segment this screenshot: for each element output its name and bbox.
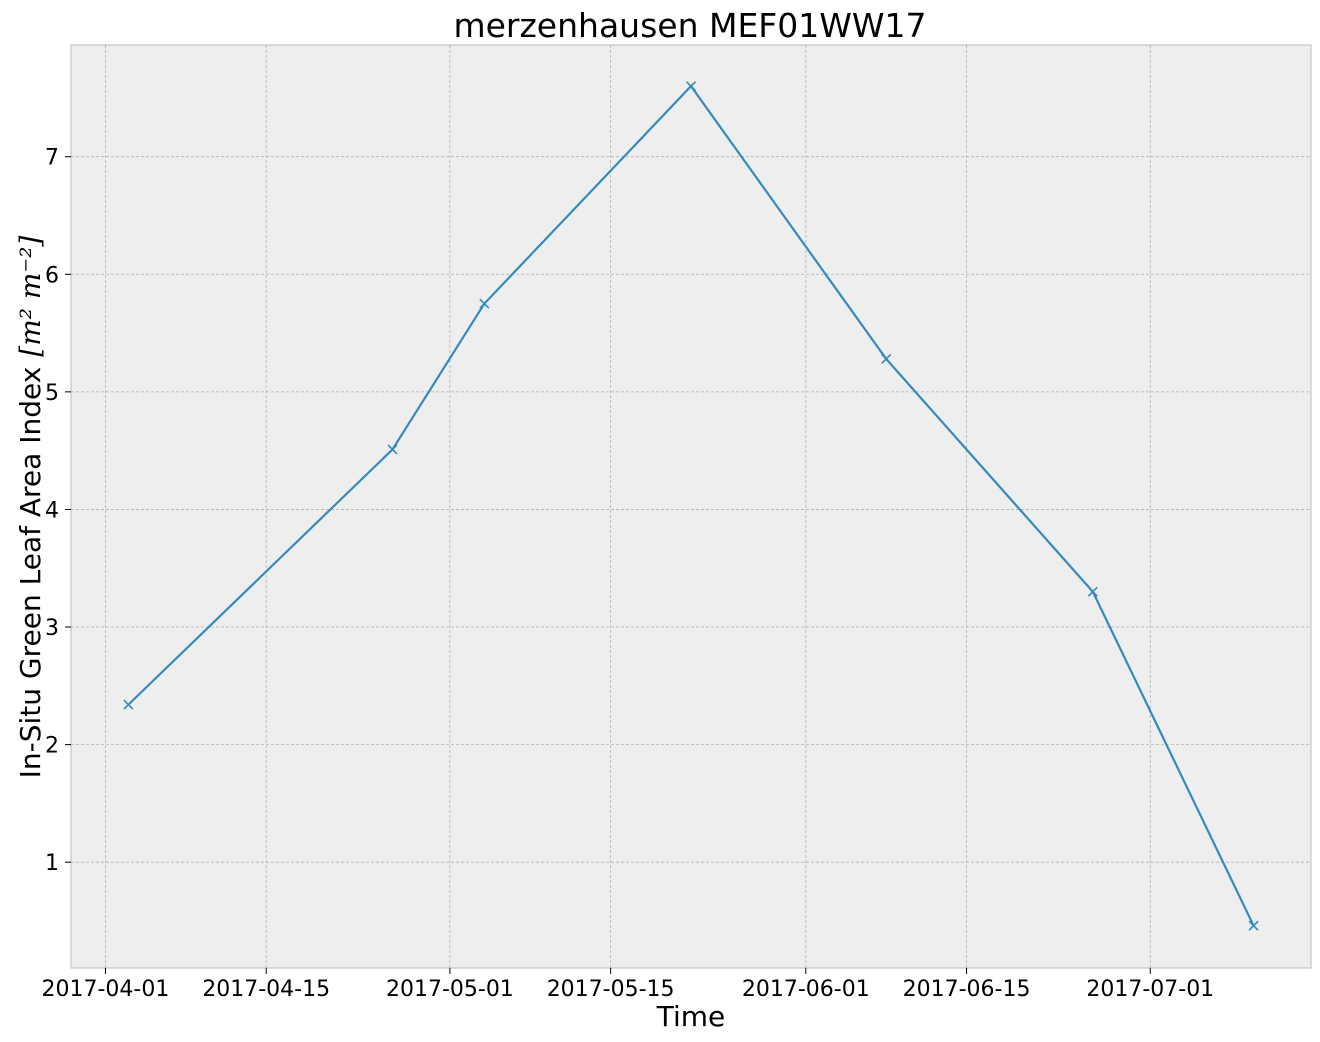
data-point xyxy=(685,81,697,92)
grid-lines xyxy=(71,45,1311,968)
x-tick-label: 2017-05-15 xyxy=(547,977,675,1002)
data-point xyxy=(1087,586,1098,597)
y-tick-label: 1 xyxy=(45,851,59,876)
data-point xyxy=(881,353,892,365)
y-tick-label: 3 xyxy=(45,616,59,641)
plot-area xyxy=(70,44,1312,969)
y-axis-ticks: 1 2 3 4 5 6 7 xyxy=(45,146,71,876)
x-tick-label: 2017-06-01 xyxy=(742,977,870,1002)
x-tick-label: 2017-06-15 xyxy=(903,977,1031,1002)
y-axis-label-text: In-Situ Green Leaf Area Index xyxy=(14,367,47,779)
data-point xyxy=(387,444,398,455)
data-point xyxy=(1248,920,1259,931)
x-tick-label: 2017-05-01 xyxy=(386,977,514,1002)
y-tick-label: 2 xyxy=(45,734,59,759)
marker-stroke xyxy=(479,298,490,309)
x-tick-label: 2017-04-01 xyxy=(42,977,170,1002)
marker-stroke xyxy=(685,81,697,92)
data-point xyxy=(123,699,134,710)
marker-stroke xyxy=(123,699,134,710)
y-tick-label: 4 xyxy=(45,498,59,523)
marker-stroke xyxy=(881,353,892,365)
marker-stroke xyxy=(387,444,398,455)
x-axis-ticks: 2017-04-01 2017-04-15 2017-05-01 2017-05-15… xyxy=(42,968,1214,1002)
y-axis-label-unit: [m² m⁻²] xyxy=(14,236,47,357)
x-axis-label: Time xyxy=(656,1000,726,1033)
marker-stroke xyxy=(1087,586,1098,597)
y-tick-label: 7 xyxy=(45,146,59,171)
chart-title: merzenhausen MEF01WW17 xyxy=(453,6,926,45)
x-tick-label: 2017-04-15 xyxy=(202,977,330,1002)
data-point xyxy=(479,298,490,309)
series-markers xyxy=(123,81,1259,931)
y-axis-label: In-Situ Green Leaf Area Index [m² m⁻²] xyxy=(14,236,47,779)
marker-stroke xyxy=(1248,920,1259,931)
y-tick-label: 5 xyxy=(45,381,59,406)
x-tick-label: 2017-07-01 xyxy=(1086,977,1214,1002)
y-tick-label: 6 xyxy=(45,263,59,288)
